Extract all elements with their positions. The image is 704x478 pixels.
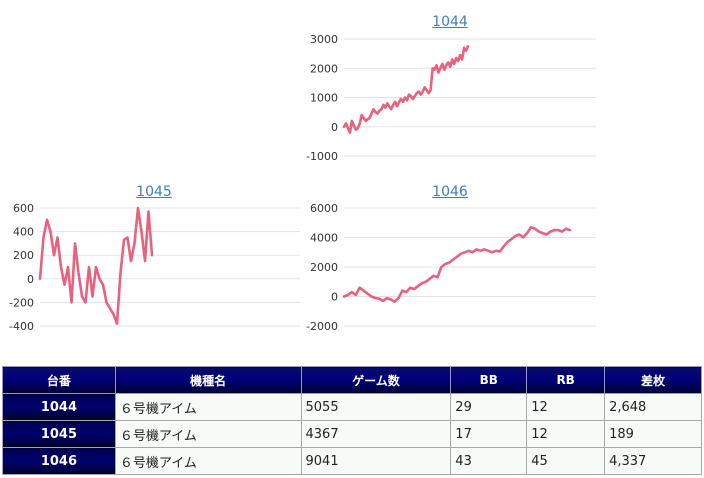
chart-title-link[interactable]: 1046 <box>432 184 468 200</box>
y-tick-label: 600 <box>13 202 34 215</box>
header-rb[interactable]: RB <box>526 366 606 394</box>
rb-cell: 12 <box>526 393 606 421</box>
header-machine-name[interactable]: 機種名 <box>114 366 302 394</box>
games-cell: 5055 <box>300 393 452 421</box>
chart-1046: 1046 6000 4000 2000 0 -2000 <box>300 180 600 340</box>
difference-cell: 189 <box>604 420 702 448</box>
chart-1044: 1044 3000 2000 1000 0 -1000 <box>300 10 600 170</box>
table-row: 1046 ６号機アイム 9041 43 45 4,337 <box>2 447 702 475</box>
games-cell: 4367 <box>300 420 452 448</box>
table-header-row: 台番 機種名 ゲーム数 BB RB 差枚 <box>2 366 702 394</box>
table-row: 1045 ６号機アイム 4367 17 12 189 <box>2 420 702 448</box>
chart-1046-plot: 6000 4000 2000 0 -2000 <box>306 202 596 333</box>
games-cell: 9041 <box>300 447 452 475</box>
y-tick-label: 0 <box>27 273 34 286</box>
machine-data-table: 台番 機種名 ゲーム数 BB RB 差枚 1044 ６号機アイム 5055 29… <box>2 366 702 475</box>
y-tick-label: 4000 <box>310 232 338 245</box>
y-tick-label: 0 <box>331 291 338 304</box>
table-row: 1044 ６号機アイム 5055 29 12 2,648 <box>2 393 702 421</box>
bb-cell: 43 <box>450 447 528 475</box>
series-line <box>342 225 572 303</box>
y-tick-label: -400 <box>9 320 34 333</box>
series-line <box>342 44 470 134</box>
chart-title-link[interactable]: 1045 <box>136 184 172 200</box>
difference-cell: 2,648 <box>604 393 702 421</box>
machine-name-cell: ６号機アイム <box>114 420 302 448</box>
bb-cell: 17 <box>450 420 528 448</box>
series-line <box>38 206 154 325</box>
header-difference[interactable]: 差枚 <box>604 366 702 394</box>
y-tick-label: -2000 <box>306 320 338 333</box>
y-tick-label: 2000 <box>310 62 338 75</box>
machine-number-cell: 1044 <box>2 393 116 421</box>
chart-1045-plot: 600 400 200 0 -200 -400 <box>9 202 300 333</box>
chart-1044-plot: 3000 2000 1000 0 -1000 <box>306 33 596 163</box>
y-tick-label: 1000 <box>310 92 338 105</box>
rb-cell: 45 <box>526 447 606 475</box>
difference-cell: 4,337 <box>604 447 702 475</box>
bb-cell: 29 <box>450 393 528 421</box>
y-tick-label: -1000 <box>306 150 338 163</box>
y-tick-label: 2000 <box>310 261 338 274</box>
y-tick-label: 6000 <box>310 202 338 215</box>
y-tick-label: 400 <box>13 226 34 239</box>
y-tick-label: 0 <box>331 121 338 134</box>
header-games[interactable]: ゲーム数 <box>300 366 452 394</box>
y-tick-label: -200 <box>9 296 34 309</box>
y-tick-label: 3000 <box>310 33 338 46</box>
machine-number-cell: 1046 <box>2 447 116 475</box>
rb-cell: 12 <box>526 420 606 448</box>
machine-name-cell: ６号機アイム <box>114 393 302 421</box>
chart-1045: 1045 600 400 200 0 -200 -400 <box>4 180 304 340</box>
y-tick-label: 200 <box>13 249 34 262</box>
chart-title-link[interactable]: 1044 <box>432 14 468 30</box>
machine-name-cell: ６号機アイム <box>114 447 302 475</box>
header-machine-number[interactable]: 台番 <box>2 366 116 394</box>
machine-number-cell: 1045 <box>2 420 116 448</box>
header-bb[interactable]: BB <box>450 366 528 394</box>
